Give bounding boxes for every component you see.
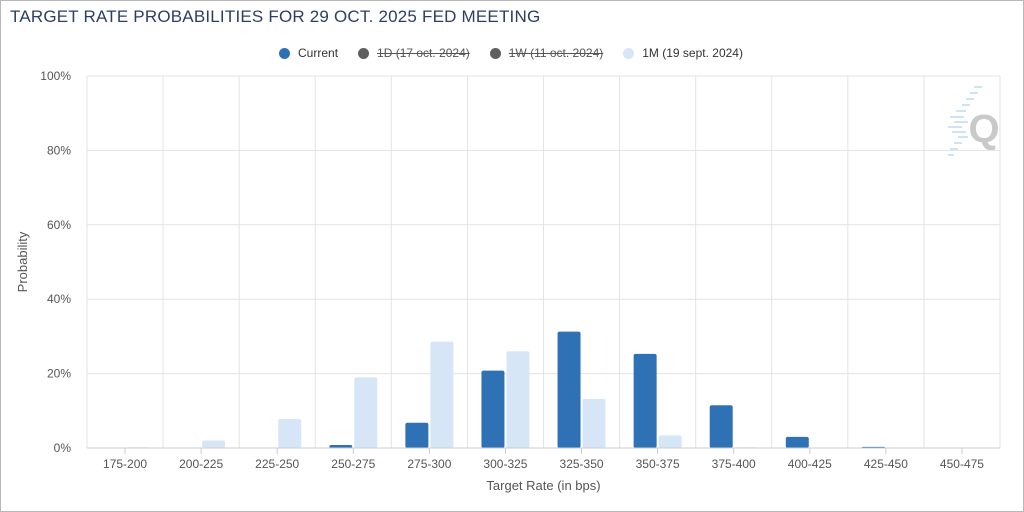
- bar-current-375-400: [710, 405, 733, 448]
- y-tick-label: 60%: [47, 218, 71, 232]
- x-tick-label: 225-250: [255, 457, 299, 471]
- x-tick-label: 200-225: [179, 457, 223, 471]
- x-axis-title: Target Rate (in bps): [486, 478, 600, 493]
- y-tick-label: 20%: [47, 367, 71, 381]
- y-tick-label: 40%: [47, 292, 71, 306]
- bar-one-month-200-225: [202, 441, 225, 448]
- quikstrike-logo-icon: Q: [948, 86, 1002, 160]
- bar-one-month-325-350: [583, 399, 606, 448]
- bar-current-325-350: [558, 332, 581, 448]
- y-axis-title: Probability: [15, 231, 30, 292]
- x-tick-label: 400-425: [788, 457, 832, 471]
- bar-current-400-425: [786, 437, 809, 448]
- bar-one-month-250-275: [354, 377, 377, 448]
- x-tick-label: 375-400: [712, 457, 756, 471]
- x-tick-label: 300-325: [483, 457, 527, 471]
- x-tick-label: 350-375: [636, 457, 680, 471]
- x-tick-label: 275-300: [407, 457, 451, 471]
- y-tick-label: 80%: [47, 143, 71, 157]
- bar-current-275-300: [405, 423, 428, 448]
- x-tick-label: 425-450: [864, 457, 908, 471]
- y-tick-label: 100%: [40, 69, 71, 83]
- bar-one-month-225-250: [278, 419, 301, 448]
- bar-one-month-300-325: [506, 351, 529, 448]
- bar-current-300-325: [481, 371, 504, 448]
- bar-one-month-350-375: [659, 435, 682, 448]
- bar-one-month-275-300: [430, 342, 453, 448]
- y-tick-label: 0%: [54, 441, 72, 455]
- bar-current-350-375: [634, 354, 657, 448]
- x-tick-label: 175-200: [103, 457, 147, 471]
- x-tick-label: 250-275: [331, 457, 375, 471]
- svg-text:Q: Q: [968, 107, 999, 151]
- x-tick-label: 325-350: [560, 457, 604, 471]
- x-tick-label: 450-475: [940, 457, 984, 471]
